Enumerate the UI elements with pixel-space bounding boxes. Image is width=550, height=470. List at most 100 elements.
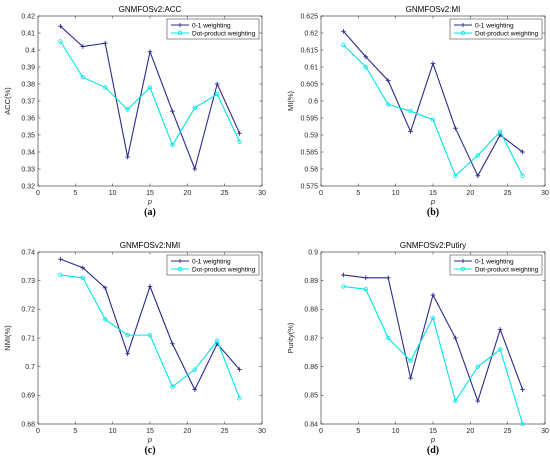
data-point [147,49,153,54]
y-tick-label: 0.62 [304,30,318,37]
chart-title: GNMFOSv2:MI [406,5,461,14]
legend-label: 0-1 weighting [192,258,231,265]
data-point [475,398,481,404]
data-point [214,81,220,87]
data-point [498,129,503,134]
x-tick-label: 5 [73,190,77,197]
x-tick-label: 30 [258,428,266,435]
x-tick-label: 30 [541,190,549,197]
data-point [430,315,436,321]
y-tick-label: 0.89 [304,278,318,285]
axes-box [37,15,263,187]
series-line [343,285,524,425]
data-point [102,317,108,322]
axes-box [320,15,546,187]
legend-box [449,254,543,276]
series-1 [341,42,525,178]
chart-panel-2: 0 5 10 15 20 25 30 0.68 0.69 0.7 0.71 0.72 0.73 0.74 G… [3,241,266,456]
y-tick-label: 0.595 [300,115,318,122]
legend-box [166,254,260,276]
y-tick-label: 0.58 [304,166,318,173]
data-point [125,351,130,357]
data-point [475,173,481,179]
data-point [170,142,175,148]
data-point [430,292,436,298]
x-tick-label: 25 [504,428,512,435]
series-1 [58,39,242,148]
y-tick-label: 0.605 [300,81,318,88]
y-tick-label: 0.88 [304,307,318,314]
data-point [80,74,85,80]
data-point [385,275,391,281]
y-tick-label: 0.32 [21,183,35,190]
data-point [58,23,63,29]
x-tick-label: 15 [429,190,437,197]
data-point [58,256,63,262]
legend-label: Dot-product weighting [475,266,539,273]
data-point [170,341,175,347]
legend-entry: 0-1 weighting [171,22,231,29]
legend-entry: Dot-product weighting [454,266,539,273]
y-tick-label: 0.41 [21,30,35,37]
data-point [192,166,198,172]
x-tick-label: 10 [392,428,400,435]
x-tick-label: 15 [429,428,437,435]
data-point [408,108,413,114]
series-0 [58,23,242,172]
x-axis-label: p [147,435,152,444]
data-point [453,173,458,178]
data-point [192,387,198,392]
legend-label: Dot-product weighting [475,30,539,37]
chart-title: GNMFOSv2:NMI [120,241,180,250]
x-tick-label: 25 [221,428,229,435]
x-tick-label: 15 [146,428,154,435]
data-point [102,85,108,90]
x-tick-label: 5 [356,190,360,197]
data-point [214,338,220,344]
data-point [386,102,391,107]
data-point [453,125,458,131]
chart-title: GNMFOSv2:Putiry [400,241,466,250]
chart-panel-1: 0 5 10 15 20 25 30 0.575 0.58 0.585 0.59 0.595 0.6 0.… [286,5,549,218]
data-point [475,153,480,158]
x-tick-label: 0 [319,428,323,435]
data-point [498,347,503,352]
chart-panel-0: 0 5 10 15 20 25 30 0.32 0.33 0.34 0.35 0.36 0.37 0.38… [3,5,266,218]
panel-caption: (d) [427,445,439,456]
data-point [497,327,503,332]
data-point [453,398,458,404]
series-line [60,274,241,399]
legend-label: 0-1 weighting [192,22,231,29]
x-axis-label: p [430,435,435,444]
y-tick-label: 0.69 [21,393,35,400]
data-point [214,91,220,97]
data-point [520,387,525,392]
chart-panel-3: 0 5 10 15 20 25 30 0.84 0.85 0.86 0.87 0.88 0.89 0.9 G… [286,241,549,456]
data-point [430,61,436,66]
y-tick-label: 0.38 [21,81,35,88]
legend-box [166,18,260,40]
y-tick-label: 0.37 [21,98,35,105]
data-point [430,117,436,122]
x-tick-label: 20 [183,428,191,435]
y-tick-label: 0.9 [308,249,318,256]
data-point [147,332,153,338]
data-point [58,39,63,44]
legend-label: 0-1 weighting [475,22,514,29]
y-axis-label: Purity(%) [286,322,295,353]
axes-box [320,251,546,425]
x-tick-label: 0 [319,190,323,197]
x-tick-label: 10 [109,190,117,197]
y-tick-label: 0.87 [304,335,318,342]
y-tick-label: 0.71 [21,335,35,342]
y-tick-label: 0.615 [300,47,318,54]
series-0 [58,256,242,392]
y-tick-label: 0.85 [304,393,318,400]
data-point [237,367,242,372]
data-point [385,78,391,83]
